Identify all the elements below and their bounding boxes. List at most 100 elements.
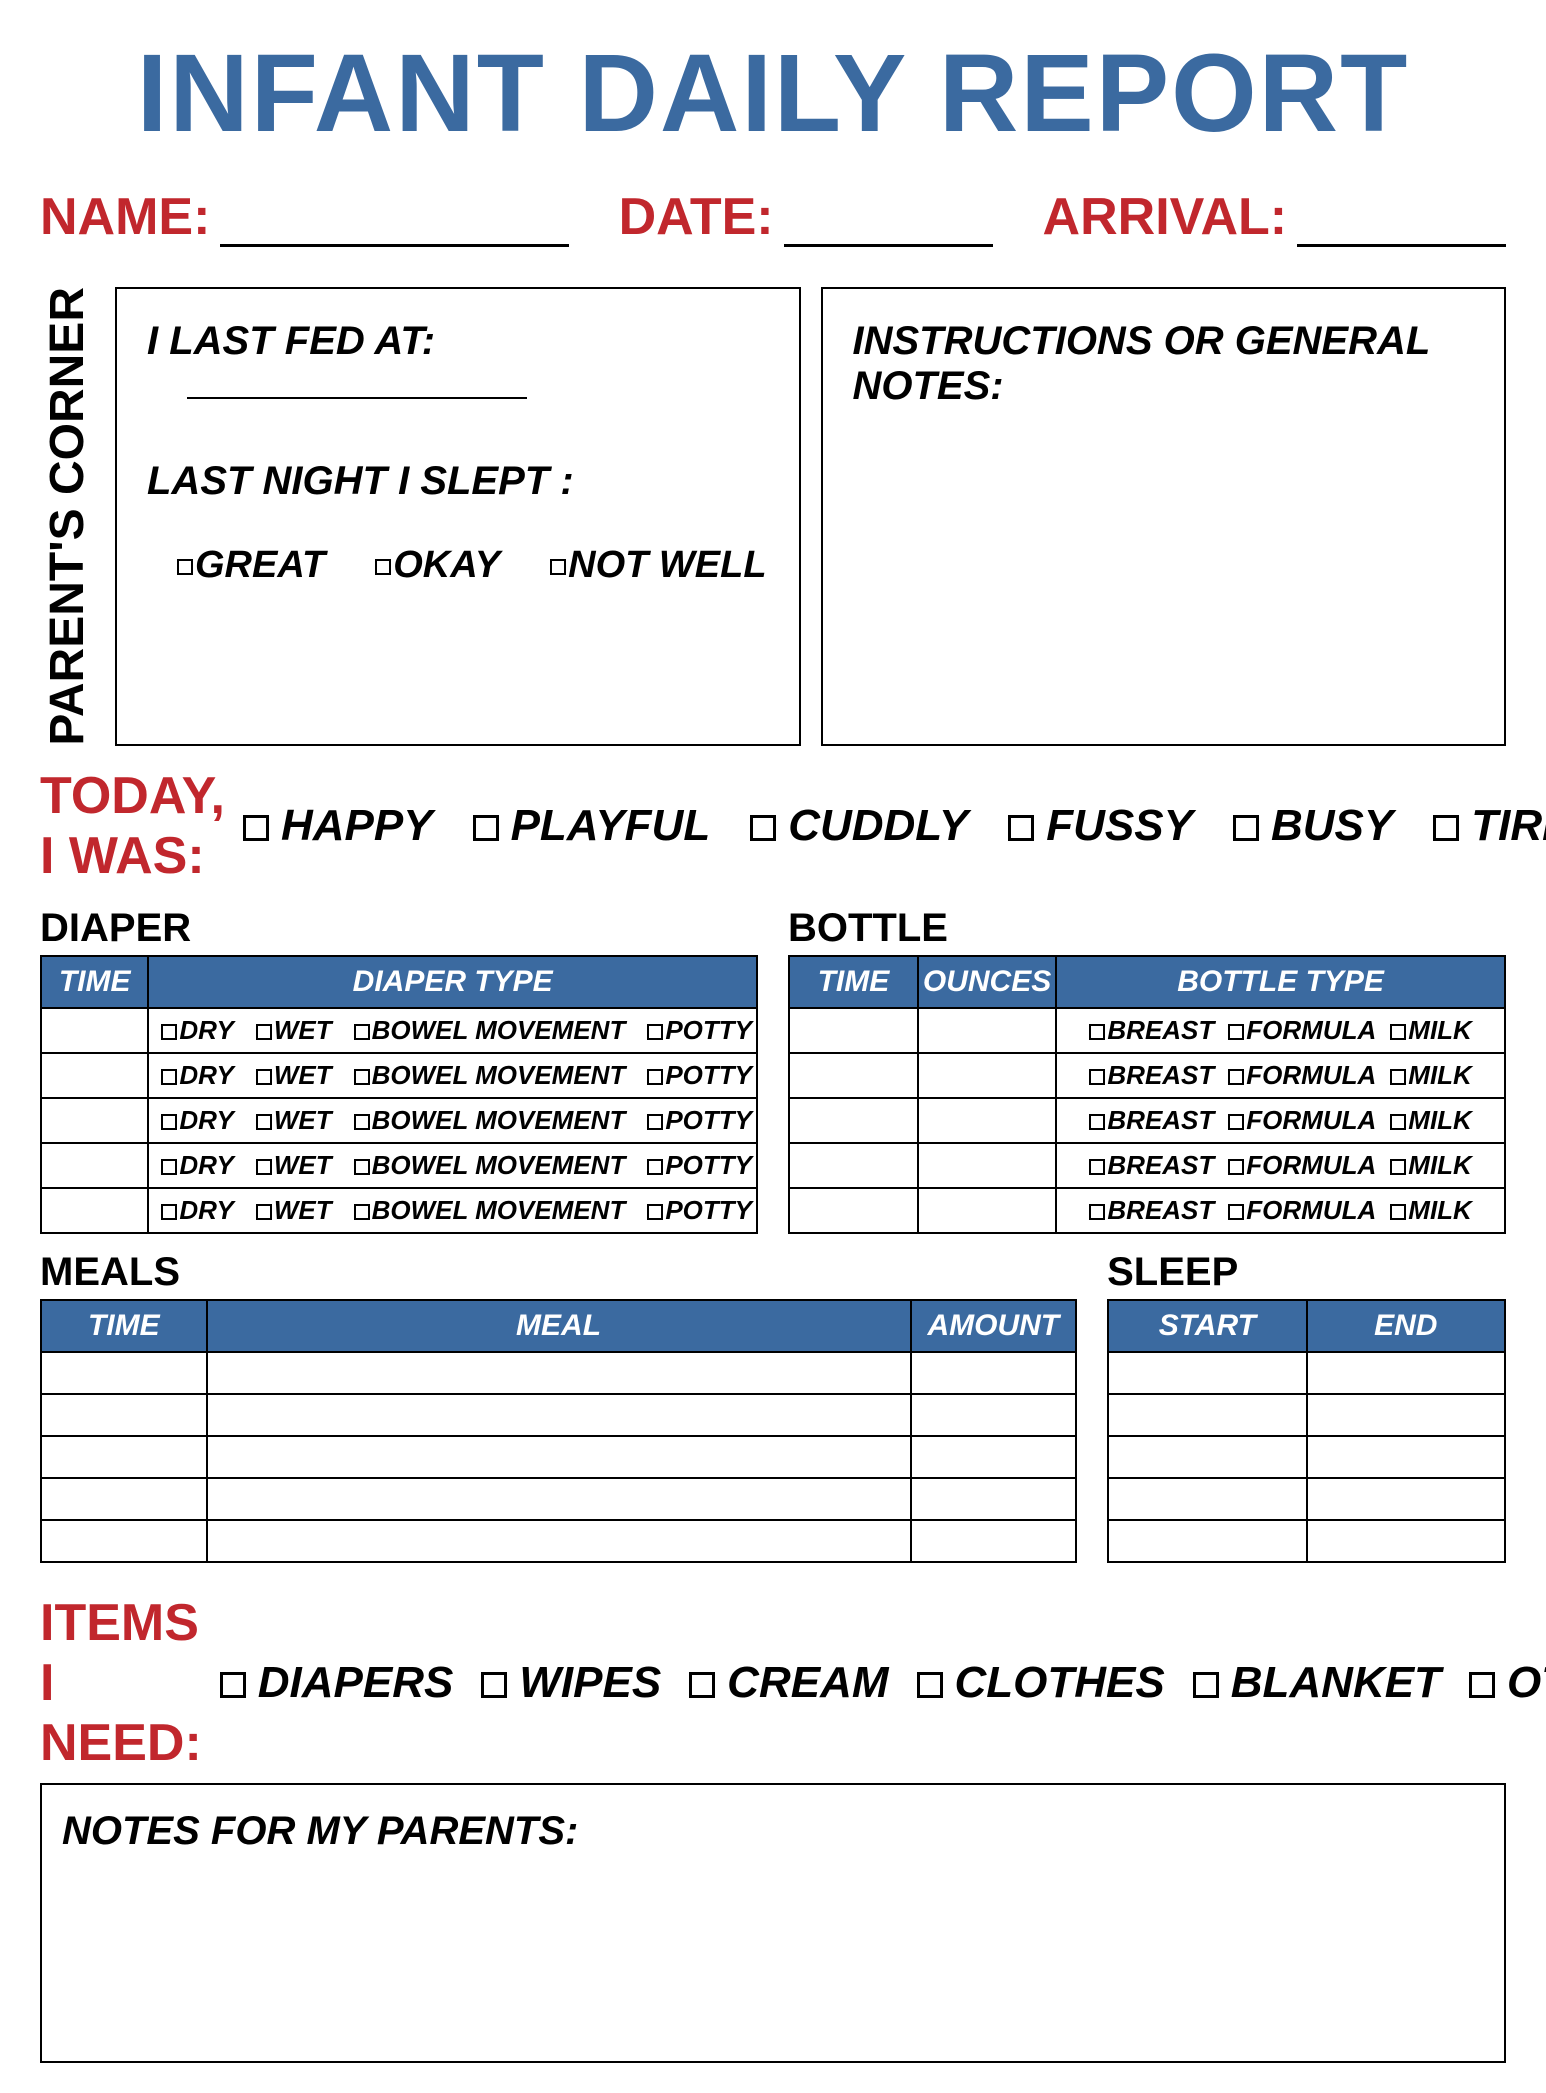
checkbox-icon[interactable] — [243, 815, 269, 841]
sleep-end-cell[interactable] — [1307, 1352, 1505, 1394]
checkbox-icon[interactable] — [354, 1204, 370, 1220]
checkbox-icon[interactable] — [647, 1204, 663, 1220]
sleep-quality-option[interactable]: NOT WELL — [550, 544, 766, 587]
notes-for-parents-box[interactable]: NOTES FOR MY PARENTS: — [40, 1783, 1506, 2063]
sleep-end-cell[interactable] — [1307, 1436, 1505, 1478]
diaper-type-option[interactable]: BOWEL MOVEMENT — [354, 1105, 626, 1136]
sleep-end-cell[interactable] — [1307, 1520, 1505, 1562]
meals-meal-cell[interactable] — [207, 1520, 911, 1562]
checkbox-icon[interactable] — [750, 815, 776, 841]
diaper-type-option[interactable]: DRY — [161, 1150, 233, 1181]
diaper-type-option[interactable]: DRY — [161, 1060, 233, 1091]
checkbox-icon[interactable] — [1390, 1024, 1406, 1040]
item-need-option[interactable]: WIPES — [481, 1658, 661, 1708]
diaper-time-cell[interactable] — [41, 1188, 148, 1233]
meals-meal-cell[interactable] — [207, 1436, 911, 1478]
bottle-type-option[interactable]: MILK — [1390, 1015, 1472, 1046]
checkbox-icon[interactable] — [1089, 1024, 1105, 1040]
checkbox-icon[interactable] — [689, 1672, 715, 1698]
item-need-option[interactable]: CREAM — [689, 1658, 888, 1708]
bottle-time-cell[interactable] — [789, 1053, 918, 1098]
meals-time-cell[interactable] — [41, 1394, 207, 1436]
checkbox-icon[interactable] — [161, 1024, 177, 1040]
arrival-input-line[interactable] — [1297, 199, 1506, 247]
meals-amount-cell[interactable] — [911, 1520, 1077, 1562]
diaper-type-option[interactable]: WET — [256, 1105, 332, 1136]
checkbox-icon[interactable] — [1089, 1114, 1105, 1130]
diaper-type-option[interactable]: BOWEL MOVEMENT — [354, 1195, 626, 1226]
mood-option[interactable]: TIRED — [1433, 801, 1546, 851]
checkbox-icon[interactable] — [1228, 1069, 1244, 1085]
mood-option[interactable]: HAPPY — [243, 801, 433, 851]
sleep-start-cell[interactable] — [1108, 1394, 1306, 1436]
meals-meal-cell[interactable] — [207, 1478, 911, 1520]
bottle-ounces-cell[interactable] — [918, 1053, 1056, 1098]
name-input-line[interactable] — [220, 199, 568, 247]
meals-amount-cell[interactable] — [911, 1394, 1077, 1436]
bottle-type-option[interactable]: BREAST — [1089, 1105, 1214, 1136]
checkbox-icon[interactable] — [1089, 1204, 1105, 1220]
checkbox-icon[interactable] — [161, 1114, 177, 1130]
bottle-time-cell[interactable] — [789, 1143, 918, 1188]
mood-option[interactable]: BUSY — [1233, 801, 1393, 851]
diaper-type-option[interactable]: BOWEL MOVEMENT — [354, 1150, 626, 1181]
item-need-option[interactable]: CLOTHES — [917, 1658, 1165, 1708]
checkbox-icon[interactable] — [550, 559, 566, 575]
checkbox-icon[interactable] — [917, 1672, 943, 1698]
diaper-type-option[interactable]: WET — [256, 1195, 332, 1226]
diaper-type-option[interactable]: BOWEL MOVEMENT — [354, 1015, 626, 1046]
diaper-type-option[interactable]: POTTY — [647, 1195, 752, 1226]
bottle-ounces-cell[interactable] — [918, 1188, 1056, 1233]
mood-option[interactable]: FUSSY — [1008, 801, 1193, 851]
diaper-time-cell[interactable] — [41, 1143, 148, 1188]
checkbox-icon[interactable] — [375, 559, 391, 575]
bottle-type-option[interactable]: BREAST — [1089, 1150, 1214, 1181]
bottle-type-option[interactable]: FORMULA — [1228, 1195, 1376, 1226]
checkbox-icon[interactable] — [647, 1069, 663, 1085]
checkbox-icon[interactable] — [1469, 1672, 1495, 1698]
mood-option[interactable]: CUDDLY — [750, 801, 968, 851]
bottle-time-cell[interactable] — [789, 1008, 918, 1053]
sleep-start-cell[interactable] — [1108, 1436, 1306, 1478]
sleep-start-cell[interactable] — [1108, 1478, 1306, 1520]
checkbox-icon[interactable] — [354, 1069, 370, 1085]
meals-meal-cell[interactable] — [207, 1394, 911, 1436]
checkbox-icon[interactable] — [177, 559, 193, 575]
bottle-type-option[interactable]: BREAST — [1089, 1015, 1214, 1046]
bottle-type-option[interactable]: BREAST — [1089, 1060, 1214, 1091]
bottle-type-option[interactable]: FORMULA — [1228, 1105, 1376, 1136]
checkbox-icon[interactable] — [1390, 1204, 1406, 1220]
diaper-type-option[interactable]: POTTY — [647, 1150, 752, 1181]
checkbox-icon[interactable] — [161, 1204, 177, 1220]
checkbox-icon[interactable] — [354, 1024, 370, 1040]
diaper-type-option[interactable]: BOWEL MOVEMENT — [354, 1060, 626, 1091]
checkbox-icon[interactable] — [1390, 1114, 1406, 1130]
checkbox-icon[interactable] — [473, 815, 499, 841]
checkbox-icon[interactable] — [1228, 1114, 1244, 1130]
bottle-type-option[interactable]: MILK — [1390, 1150, 1472, 1181]
diaper-type-option[interactable]: WET — [256, 1015, 332, 1046]
meals-meal-cell[interactable] — [207, 1352, 911, 1394]
diaper-time-cell[interactable] — [41, 1008, 148, 1053]
checkbox-icon[interactable] — [647, 1159, 663, 1175]
bottle-type-option[interactable]: BREAST — [1089, 1195, 1214, 1226]
checkbox-icon[interactable] — [256, 1024, 272, 1040]
checkbox-icon[interactable] — [1089, 1069, 1105, 1085]
meals-amount-cell[interactable] — [911, 1352, 1077, 1394]
bottle-ounces-cell[interactable] — [918, 1098, 1056, 1143]
diaper-time-cell[interactable] — [41, 1098, 148, 1143]
diaper-type-option[interactable]: WET — [256, 1060, 332, 1091]
sleep-end-cell[interactable] — [1307, 1478, 1505, 1520]
diaper-type-option[interactable]: POTTY — [647, 1015, 752, 1046]
meals-time-cell[interactable] — [41, 1352, 207, 1394]
bottle-type-option[interactable]: FORMULA — [1228, 1150, 1376, 1181]
sleep-quality-option[interactable]: GREAT — [177, 544, 325, 587]
checkbox-icon[interactable] — [256, 1204, 272, 1220]
item-need-option[interactable]: BLANKET — [1193, 1658, 1441, 1708]
diaper-type-option[interactable]: DRY — [161, 1195, 233, 1226]
diaper-type-option[interactable]: DRY — [161, 1105, 233, 1136]
meals-time-cell[interactable] — [41, 1436, 207, 1478]
checkbox-icon[interactable] — [1433, 815, 1459, 841]
bottle-time-cell[interactable] — [789, 1188, 918, 1233]
diaper-type-option[interactable]: POTTY — [647, 1060, 752, 1091]
